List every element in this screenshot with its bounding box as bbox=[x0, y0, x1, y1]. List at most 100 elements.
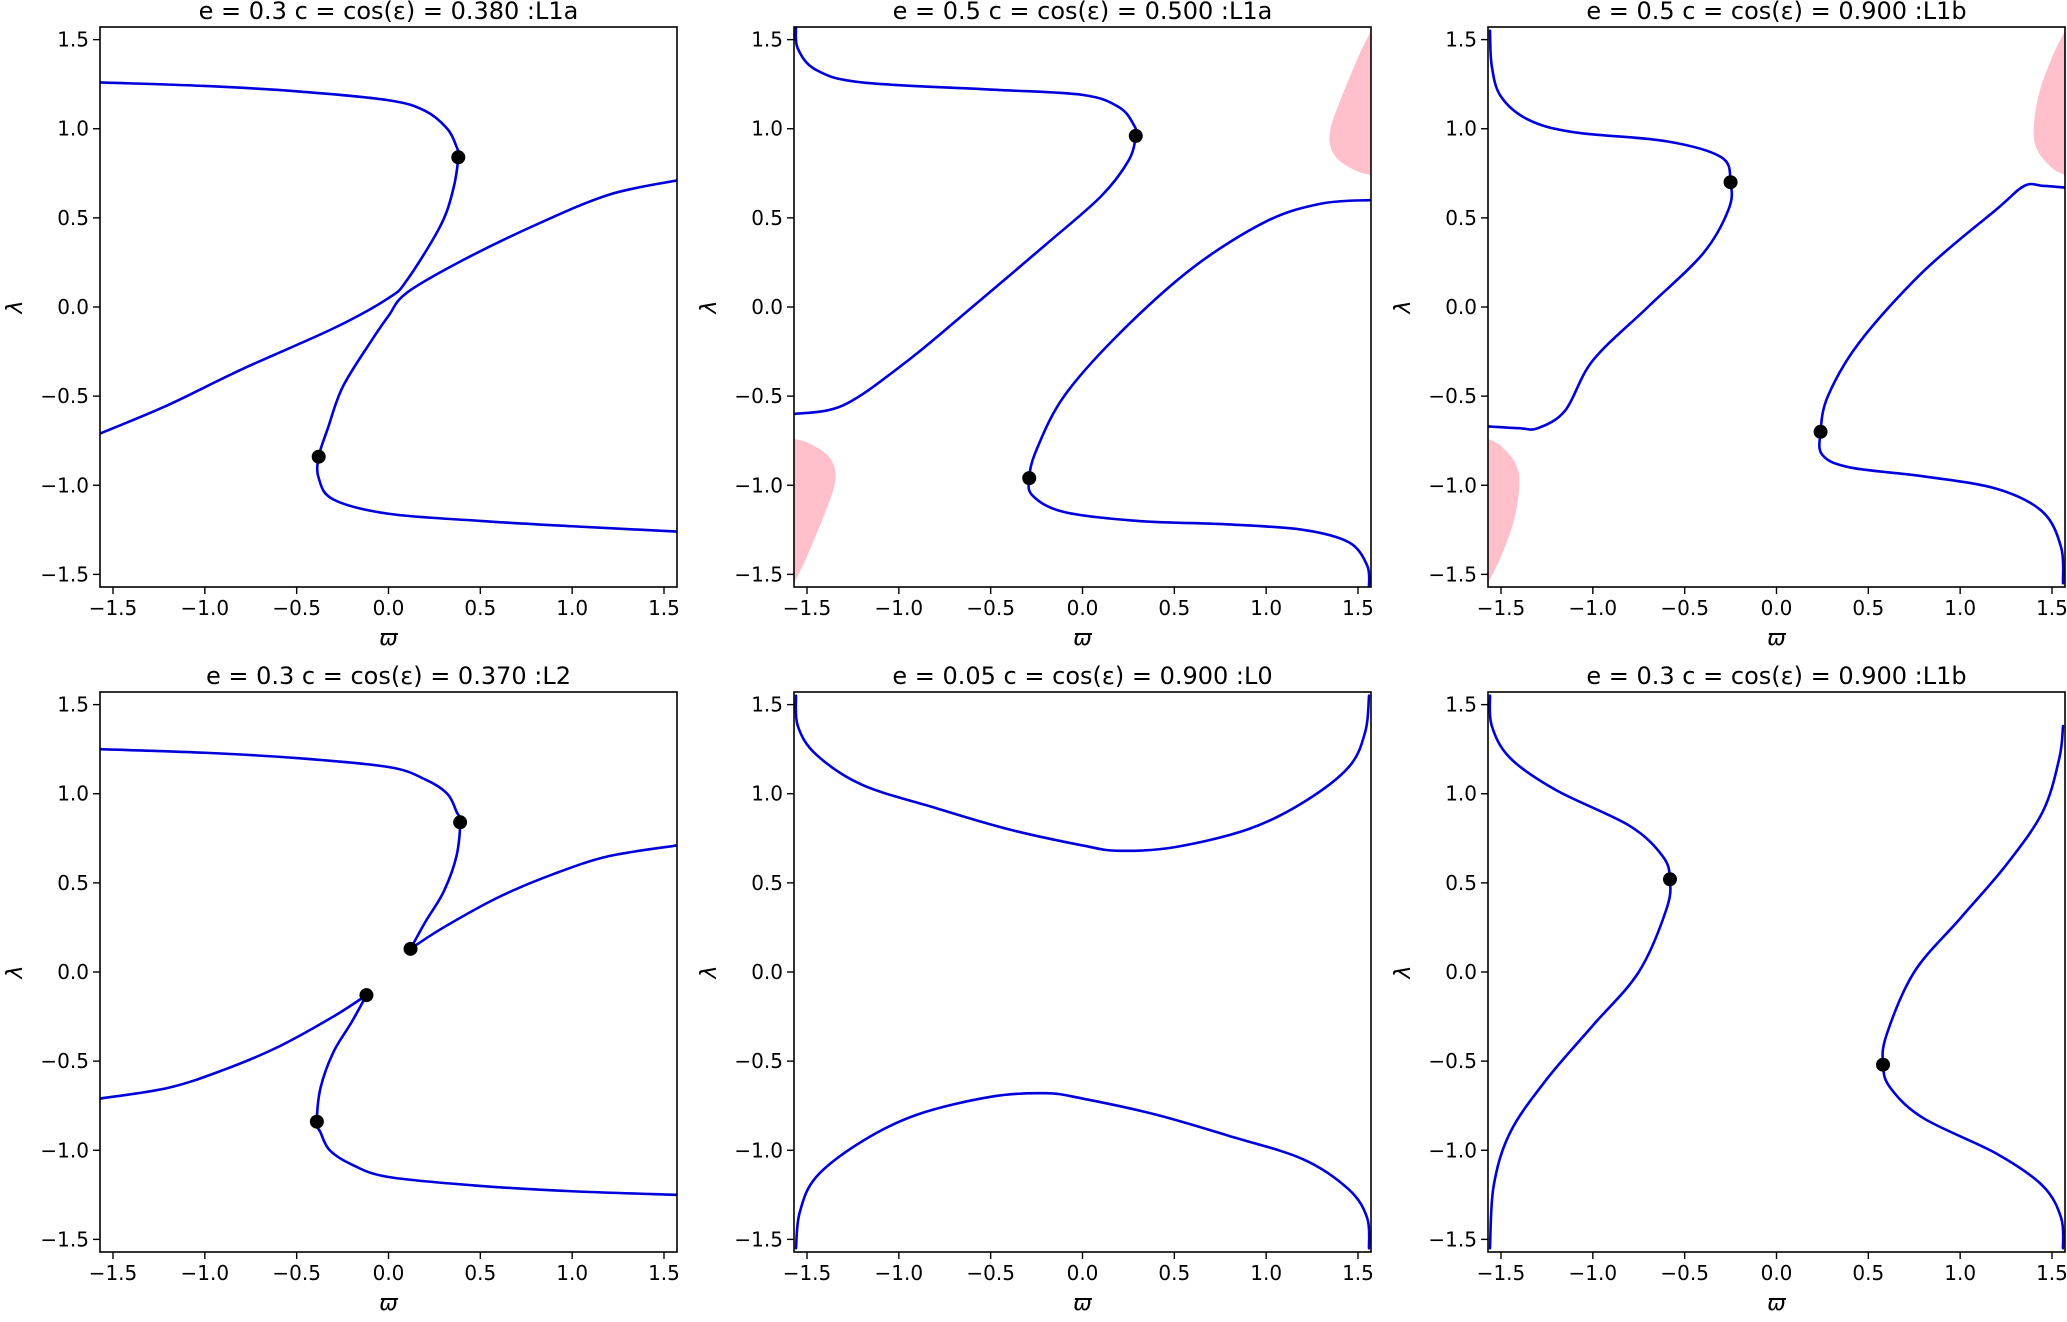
x-tick-label: −1.5 bbox=[89, 1261, 138, 1285]
x-tick-label: 1.0 bbox=[1250, 1261, 1282, 1285]
y-tick-label: 1.5 bbox=[57, 693, 89, 717]
y-tick-label: 1.0 bbox=[1445, 117, 1477, 141]
axes-frame bbox=[99, 691, 678, 1253]
series-curve-1 bbox=[1488, 694, 1672, 1250]
series-curve-1 bbox=[794, 27, 1138, 416]
data-point-2 bbox=[1876, 1057, 1891, 1072]
y-tick-label: −1.0 bbox=[734, 473, 783, 497]
x-tick-label: 0.0 bbox=[373, 1261, 405, 1285]
chart-panel-3: −1.5 −1.0 −0.5 0.0 0.5 1.0 1.5 −1.5 −1.0 −0.5 0.0 0… bbox=[1391, 0, 2067, 651]
data-point-1 bbox=[1662, 872, 1677, 887]
y-tick-label: −0.5 bbox=[1428, 1049, 1477, 1073]
x-tick-label: −1.5 bbox=[1477, 1261, 1526, 1285]
y-axis-label: λ bbox=[697, 965, 722, 979]
chart-panel-1: −1.5 −1.0 −0.5 0.0 0.5 1.0 1.5 −1.5 −1.0 −0.5 0.0 0… bbox=[3, 0, 680, 651]
x-tick-label: 0.0 bbox=[1761, 596, 1793, 620]
x-axis-label: ϖ bbox=[379, 626, 398, 651]
plot-area bbox=[100, 747, 677, 1197]
y-tick-label: −1.5 bbox=[734, 1227, 783, 1251]
x-tick-label: −1.5 bbox=[783, 596, 832, 620]
y-tick-label: 1.5 bbox=[1445, 693, 1477, 717]
x-tick-label: −1.0 bbox=[1569, 1261, 1618, 1285]
x-axis-label: ϖ bbox=[379, 1291, 398, 1316]
y-axis-label: λ bbox=[1391, 300, 1416, 314]
y-tick-label: 0.5 bbox=[1445, 206, 1477, 230]
series-curve-1 bbox=[1488, 29, 1734, 431]
series-curve-1 bbox=[794, 694, 1371, 853]
x-tick-label: 0.0 bbox=[1067, 596, 1099, 620]
series-curve-1 bbox=[100, 81, 460, 435]
x-tick-label: 1.0 bbox=[1944, 1261, 1976, 1285]
y-tick-label: −0.5 bbox=[734, 1049, 783, 1073]
x-tick-label: 1.0 bbox=[556, 596, 588, 620]
x-tick-label: −1.0 bbox=[181, 596, 230, 620]
y-tick-label: 1.5 bbox=[751, 28, 783, 52]
x-tick-label: 0.5 bbox=[1158, 596, 1190, 620]
x-tick-label: 0.0 bbox=[373, 596, 405, 620]
series-curve-2 bbox=[1818, 182, 2065, 585]
y-tick-label: 1.0 bbox=[751, 782, 783, 806]
series-curve-1 bbox=[100, 747, 462, 951]
x-tick-label: 0.0 bbox=[1761, 1261, 1793, 1285]
series-curve-4 bbox=[315, 993, 677, 1197]
chart-title: e = 0.05 c = cos(ε) = 0.900 :L0 bbox=[892, 662, 1272, 690]
data-point-2 bbox=[1813, 424, 1828, 439]
chart-panel-2: −1.5 −1.0 −0.5 0.0 0.5 1.0 1.5 −1.5 −1.0 −0.5 0.0 0… bbox=[697, 0, 1374, 651]
x-tick-label: 0.0 bbox=[1067, 1261, 1099, 1285]
x-tick-label: 1.5 bbox=[1342, 596, 1374, 620]
plot-area bbox=[794, 694, 1371, 1250]
series-curve-2 bbox=[409, 844, 677, 951]
plot-area bbox=[1488, 29, 2065, 585]
x-tick-label: −1.5 bbox=[783, 1261, 832, 1285]
y-tick-label: −0.5 bbox=[734, 384, 783, 408]
chart-title: e = 0.3 c = cos(ε) = 0.900 :L1b bbox=[1586, 662, 1966, 690]
chart-title: e = 0.3 c = cos(ε) = 0.370 :L2 bbox=[206, 662, 571, 690]
x-axis-label: ϖ bbox=[1767, 1291, 1786, 1316]
y-tick-label: 0.5 bbox=[57, 206, 89, 230]
plot-area bbox=[1488, 694, 2065, 1250]
x-tick-label: 0.5 bbox=[464, 1261, 496, 1285]
x-tick-label: −0.5 bbox=[966, 596, 1015, 620]
x-tick-label: −1.0 bbox=[1569, 596, 1618, 620]
y-tick-label: 0.0 bbox=[1445, 960, 1477, 984]
x-tick-label: 0.5 bbox=[1852, 1261, 1884, 1285]
plot-area bbox=[100, 81, 677, 533]
y-tick-label: −1.0 bbox=[40, 1138, 89, 1162]
y-tick-label: 0.5 bbox=[1445, 871, 1477, 895]
x-tick-label: 1.5 bbox=[648, 596, 680, 620]
x-tick-label: −1.5 bbox=[89, 596, 138, 620]
y-tick-label: 0.5 bbox=[751, 871, 783, 895]
axes-frame bbox=[99, 26, 678, 588]
data-point-3 bbox=[359, 988, 374, 1003]
x-axis-label: ϖ bbox=[1073, 1291, 1092, 1316]
y-tick-label: 1.0 bbox=[751, 117, 783, 141]
y-tick-label: −1.5 bbox=[40, 562, 89, 586]
x-tick-label: 1.5 bbox=[1342, 1261, 1374, 1285]
y-tick-label: −1.5 bbox=[1428, 1227, 1477, 1251]
y-axis-label: λ bbox=[3, 300, 28, 314]
y-axis-label: λ bbox=[1391, 965, 1416, 979]
chart-title: e = 0.5 c = cos(ε) = 0.900 :L1b bbox=[1586, 0, 1966, 25]
x-tick-label: 0.5 bbox=[1852, 596, 1884, 620]
x-tick-label: −0.5 bbox=[272, 596, 321, 620]
x-tick-label: 1.0 bbox=[1944, 596, 1976, 620]
x-tick-label: −0.5 bbox=[966, 1261, 1015, 1285]
y-tick-label: 1.5 bbox=[1445, 28, 1477, 52]
x-tick-label: 1.0 bbox=[1250, 596, 1282, 620]
y-tick-label: −1.5 bbox=[40, 1227, 89, 1251]
axes-frame bbox=[1487, 691, 2066, 1253]
x-tick-label: −1.0 bbox=[875, 1261, 924, 1285]
x-tick-label: −0.5 bbox=[1660, 596, 1709, 620]
shaded-region-1 bbox=[1329, 30, 1371, 176]
data-point-2 bbox=[311, 449, 326, 464]
y-tick-label: −1.5 bbox=[734, 562, 783, 586]
y-tick-label: 1.5 bbox=[751, 693, 783, 717]
series-curve-2 bbox=[1027, 198, 1371, 587]
y-tick-label: 0.5 bbox=[57, 871, 89, 895]
y-tick-label: 0.0 bbox=[751, 960, 783, 984]
y-tick-label: 0.5 bbox=[751, 206, 783, 230]
x-axis-label: ϖ bbox=[1073, 626, 1092, 651]
x-tick-label: 1.5 bbox=[648, 1261, 680, 1285]
y-tick-label: −1.0 bbox=[1428, 1138, 1477, 1162]
